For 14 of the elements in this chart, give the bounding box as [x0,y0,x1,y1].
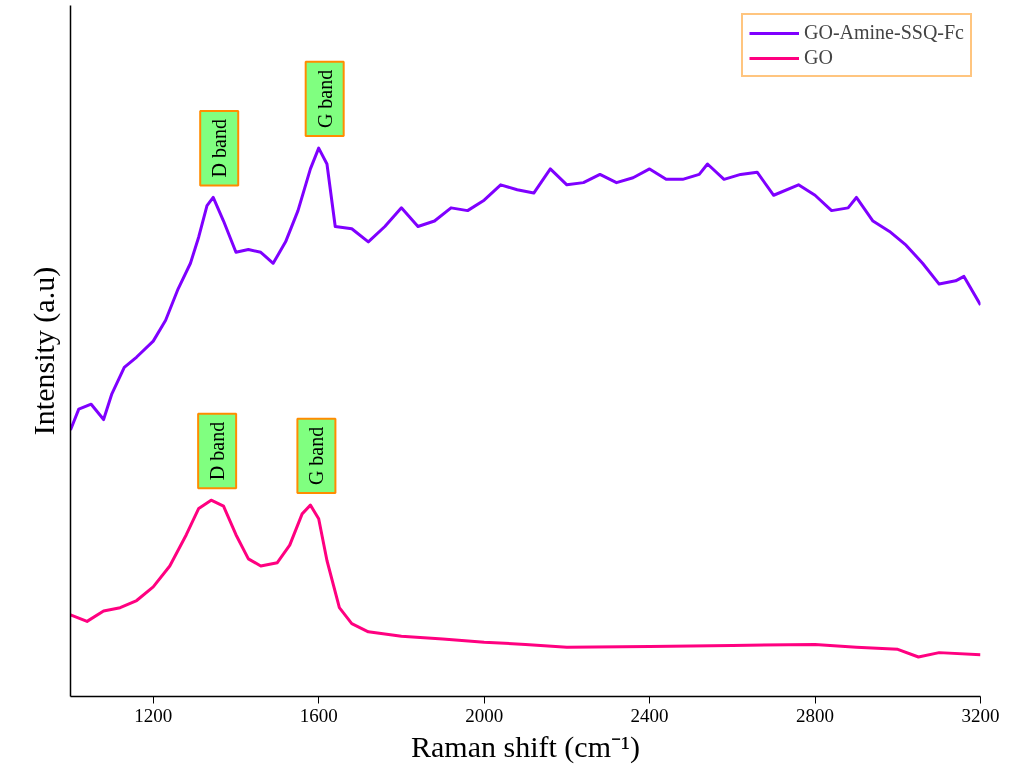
legend-label: GO [804,46,833,69]
annotation: D band [208,119,231,178]
y-axis-title: Intensity (a.u) [26,266,61,436]
x-tick-label: 3200 [961,704,1000,726]
x-tick-label: 2000 [465,704,504,726]
x-tick-label: 2400 [630,704,669,726]
x-tick-label: 2800 [796,704,835,726]
x-axis-title: Raman shift (cm⁻¹) [411,729,640,764]
annotation: G band [305,426,328,486]
x-tick-label: 1600 [299,704,338,726]
legend-label: GO-Amine-SSQ-Fc [804,21,964,44]
annotation: D band [206,421,229,481]
annotation: G band [313,69,336,129]
x-tick-label: 1200 [134,704,173,726]
